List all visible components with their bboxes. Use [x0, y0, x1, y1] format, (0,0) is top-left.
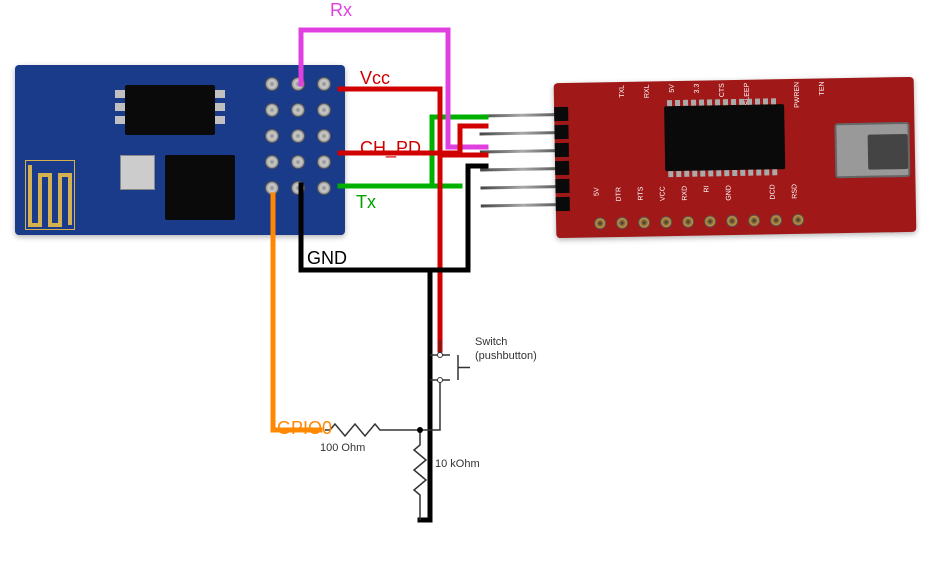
- ftdi-bottom-holes: 5VDTRRTSVCCRXDRIGNDDCDRSD: [554, 77, 914, 83]
- ftdi-usb-port: [868, 134, 909, 170]
- schematic-node: [417, 427, 423, 433]
- esp-pin-hole: [317, 77, 331, 91]
- chip-leg: [215, 116, 225, 124]
- ftdi-module: TXLRXL5V3.3CTSSLEEPPWRENTEN 5VDTRRTSVCCR…: [554, 77, 917, 238]
- chip-leg: [115, 90, 125, 98]
- ftdi-pin: [480, 185, 565, 189]
- ftdi-pin: [480, 149, 565, 153]
- label-vcc: Vcc: [360, 68, 390, 89]
- esp-pin-hole: [291, 129, 305, 143]
- chip-leg: [215, 103, 225, 111]
- esp-pin-hole: [317, 103, 331, 117]
- chip-leg: [215, 90, 225, 98]
- esp-chip-flash: [125, 85, 215, 135]
- label-r1: 100 Ohm: [320, 442, 365, 454]
- label-rx: Rx: [330, 0, 352, 21]
- ftdi-pin: [479, 113, 564, 117]
- ftdi-pin: [480, 167, 565, 171]
- esp-pin-hole: [317, 155, 331, 169]
- label-switch-sub: (pushbutton): [475, 350, 537, 362]
- ftdi-pin: [480, 131, 565, 135]
- chip-leg: [115, 103, 125, 111]
- label-gpio0: GPIO0: [277, 418, 332, 439]
- label-chpd: CH_PD: [360, 138, 421, 159]
- esp-pin-hole: [265, 181, 279, 195]
- esp-chip-crystal: [120, 155, 155, 190]
- resistor-10kohm: [414, 430, 426, 520]
- esp01-module: [15, 65, 345, 235]
- esp-pin-hole: [291, 103, 305, 117]
- ftdi-chip-legs: [554, 77, 914, 83]
- label-switch-title: Switch: [475, 336, 507, 348]
- esp-pin-hole: [291, 77, 305, 91]
- ftdi-chip: [664, 104, 785, 171]
- label-gnd: GND: [307, 248, 347, 269]
- esp-pin-hole: [291, 155, 305, 169]
- pushbutton-switch: [420, 340, 470, 430]
- ftdi-usb-connector: [834, 122, 910, 178]
- esp-pin-hole: [265, 77, 279, 91]
- esp-pin-hole: [291, 181, 305, 195]
- esp-pin-hole: [317, 181, 331, 195]
- esp-chip-mcu: [165, 155, 235, 220]
- esp-pin-hole: [265, 129, 279, 143]
- esp-pin-hole: [317, 129, 331, 143]
- label-r2: 10 kOhm: [435, 458, 480, 470]
- esp-pin-hole: [265, 103, 279, 117]
- chip-leg: [115, 116, 125, 124]
- esp-antenna: [25, 160, 75, 230]
- esp-pin-hole: [265, 155, 279, 169]
- resistor-100ohm: [325, 424, 420, 436]
- ftdi-pin: [481, 203, 566, 207]
- label-tx: Tx: [356, 192, 376, 213]
- ftdi-top-labels: TXLRXL5V3.3CTSSLEEPPWRENTEN: [554, 77, 914, 83]
